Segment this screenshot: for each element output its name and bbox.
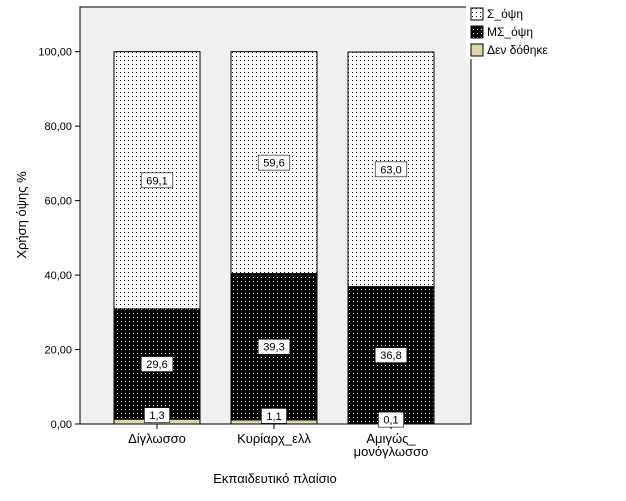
y-axis-title: Χρήση όψης % [14,171,29,259]
data-label-box [257,338,291,355]
x-tick-label: μονόγλωσσο [354,444,429,459]
legend-label: Δεν δόθηκε [487,43,548,57]
x-tick-label: Δίγλωσσο [128,431,186,446]
data-label-text: 59,6 [263,158,284,170]
legend-label: Σ_όψη [487,7,523,21]
data-label-box [257,154,291,171]
y-tick-label: 40,00 [44,270,72,282]
data-label-text: 29,6 [146,359,167,371]
data-label-text: 39,3 [263,342,284,354]
data-label-box [374,347,408,363]
data-label-text: 0,1 [383,415,398,427]
data-label-text: 69,1 [146,175,167,187]
data-label: 69,1 [140,172,174,189]
legend: Σ_όψη ΜΣ_όψη Δεν δόθηκε [466,3,566,59]
y-tick-label: 100,00 [38,47,72,59]
legend-swatch [470,43,484,57]
y-tick-label: 20,00 [44,345,72,357]
y-tick-label: 0,00 [51,419,72,431]
data-label-box [261,408,287,424]
data-label: 63,0 [374,161,408,178]
x-tick-label: Αμιγώς_ [366,431,416,446]
data-label: 0,1 [378,411,404,428]
y-tick-label: 60,00 [44,196,72,208]
legend-swatch [470,25,484,39]
data-label-box [144,407,170,423]
data-label-box [374,161,408,178]
y-axis: 0,00 20,00 40,00 60,00 80,00 100,00 [38,47,80,431]
legend-label: ΜΣ_όψη [487,25,533,39]
data-label: 29,6 [140,356,174,372]
data-label-text: 1,1 [266,411,281,423]
data-labels-group: 1,3 29,6 69,1 1,1 39,3 59,6 0,1 36,8 63,0 [140,154,408,428]
data-label: 1,1 [261,408,287,424]
data-label-text: 63,0 [380,164,401,176]
data-label-box [140,356,174,372]
x-axis-title: Εκπαιδευτικό πλαίσιο [213,471,337,486]
data-label: 39,3 [257,338,291,355]
y-tick-label: 80,00 [44,121,72,133]
data-label: 36,8 [374,347,408,363]
data-label: 59,6 [257,154,291,171]
data-label-box [140,172,174,189]
data-label-text: 36,8 [380,350,401,362]
data-label-text: 1,3 [149,410,164,422]
x-axis: Δίγλωσσο Κυρίαρχ_ελλ Αμιγώς_μονόγλωσσο [128,424,428,459]
legend-swatch [470,7,484,21]
x-tick-label: Κυρίαρχ_ελλ [237,431,311,446]
data-label: 1,3 [144,407,170,423]
data-label-box [378,411,404,428]
